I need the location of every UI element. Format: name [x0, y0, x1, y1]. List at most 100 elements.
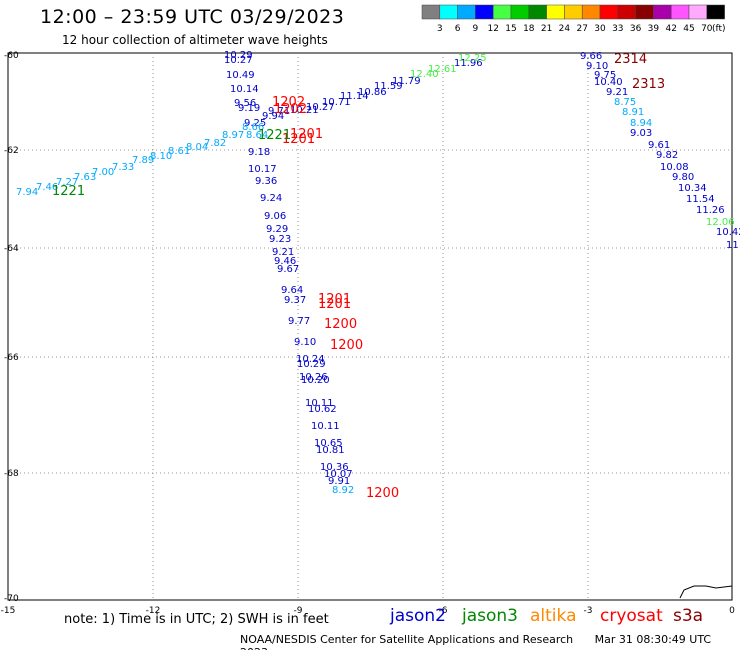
swh-value-label: 8.97	[222, 130, 244, 141]
swh-value-label: 7.27	[56, 177, 78, 188]
time-label: 1200	[330, 338, 363, 353]
footer-note: note: 1) Time is in UTC; 2) SWH is in fe…	[64, 612, 329, 627]
swh-value-label: 10.40	[594, 77, 623, 88]
swh-value-label: 10.11	[311, 421, 340, 432]
lat-tick-label: -62	[4, 146, 19, 156]
swh-value-label: 9.67	[277, 264, 299, 275]
swh-value-label: 9.56	[234, 98, 256, 109]
swh-value-label: 10.65	[314, 438, 343, 449]
swh-value-label: 7.82	[204, 138, 226, 149]
time-label: 1202	[272, 95, 305, 110]
sat-label-jason2: jason2	[390, 606, 446, 626]
swh-value-label: 10.26	[299, 372, 328, 383]
time-label: 1201	[290, 127, 323, 142]
swh-value-label: 10.71	[322, 97, 351, 108]
time-label: 1200	[324, 317, 357, 332]
swh-value-label: 8.04	[186, 142, 208, 153]
lon-tick-label: -9	[294, 606, 303, 616]
swh-value-label: 8.66	[242, 122, 264, 133]
credit-text: NOAA/NESDIS Center for Satellite Applica…	[240, 633, 574, 646]
swh-value-label: 9.21	[606, 87, 628, 98]
swh-value-label: 9.21	[272, 247, 294, 258]
swh-value-label: 11.26	[696, 205, 725, 216]
swh-value-label: 9.64	[281, 285, 303, 296]
swh-value-label: 9.03	[630, 128, 652, 139]
time-label: 1201	[318, 292, 351, 307]
swh-value-label: 9.61	[648, 140, 670, 151]
swh-value-label: 10.29	[297, 359, 326, 370]
lat-tick-label: -60	[4, 51, 19, 61]
swh-value-label: 7.89	[132, 155, 154, 166]
swh-value-label: 9.71	[268, 106, 290, 117]
legend-tick-label: 12	[487, 24, 498, 34]
time-label: 2313	[632, 77, 665, 92]
swh-value-label: 8.61	[168, 146, 190, 157]
swh-value-label: 10.21	[290, 105, 319, 116]
swh-value-label: 9.94	[262, 111, 284, 122]
legend-tick-label: 24	[559, 24, 571, 34]
swh-value-label: 9.10	[294, 337, 316, 348]
legend-tick-label: 18	[523, 24, 535, 34]
legend-tick-label: 36	[630, 24, 642, 34]
swh-value-label: 10.20	[301, 375, 330, 386]
legend-tick-label: 9	[473, 24, 479, 34]
swh-value-label: 10.14	[230, 84, 259, 95]
swh-value-label: 10.24	[296, 354, 325, 365]
swh-value-label: 11	[726, 240, 739, 251]
swh-value-label: 8.64	[246, 130, 268, 141]
swh-value-label: 9.06	[264, 211, 286, 222]
sat-label-altika: altika	[530, 606, 577, 626]
swh-value-label: 9.37	[284, 295, 306, 306]
swh-value-label: 10.62	[308, 404, 337, 415]
lon-tick-label: -6	[439, 606, 448, 616]
time-label: 1202	[274, 102, 307, 117]
swh-value-label: 9.77	[288, 316, 310, 327]
legend-tick-label: 21	[541, 24, 552, 34]
swh-value-label: 7.33	[112, 162, 134, 173]
swh-value-label: 8.10	[150, 151, 172, 162]
legend-tick-label: 70	[701, 24, 713, 34]
swh-value-label: 10.08	[660, 162, 689, 173]
lon-tick-label: -3	[584, 606, 593, 616]
page-title: 12:00 – 23:59 UTC 03/29/2023	[40, 6, 345, 28]
swh-value-label: 9.18	[248, 147, 270, 158]
legend-tick-label: 15	[505, 24, 516, 34]
page-subtitle: 12 hour collection of altimeter wave hei…	[62, 33, 328, 47]
swh-value-label: 11.96	[454, 58, 483, 69]
swh-value-label: 10.49	[226, 70, 255, 81]
swh-value-label: 9.23	[269, 234, 291, 245]
legend-tick-label: 3	[437, 24, 443, 34]
lon-tick-label: -15	[1, 606, 16, 616]
swh-value-label: 9.19	[238, 103, 260, 114]
legend-tick-label: 30	[594, 24, 606, 34]
swh-value-label: 8.91	[622, 107, 644, 118]
sat-label-s3a: s3a	[673, 606, 704, 626]
swh-value-label: 12.06	[706, 217, 735, 228]
swh-value-label: 12.25	[458, 53, 487, 64]
swh-value-label: 10.29	[224, 50, 253, 61]
footer-credit: NOAA/NESDIS Center for Satellite Applica…	[240, 633, 740, 650]
map-frame	[7, 52, 733, 601]
swh-value-label: 8.94	[630, 118, 652, 129]
swh-value-label: 10.27	[306, 102, 335, 113]
swh-value-label: 11.79	[392, 76, 421, 87]
swh-value-label: 10.42	[716, 227, 740, 238]
swh-value-label: 10.34	[678, 183, 707, 194]
swh-value-label: 11.54	[686, 194, 715, 205]
swh-value-label: 12.61	[428, 64, 457, 75]
time-label: 1201	[318, 297, 351, 312]
swh-value-label: 10.07	[324, 469, 353, 480]
swh-value-label: 10.81	[316, 445, 345, 456]
swh-value-label: 9.36	[255, 176, 277, 187]
swh-value-label: 10.11	[305, 398, 334, 409]
swh-value-label: 10.27	[224, 55, 253, 66]
swh-value-label: 7.00	[92, 167, 114, 178]
swh-value-label: 8.75	[614, 97, 636, 108]
swh-value-label: 9.46	[274, 256, 296, 267]
coastline	[679, 585, 733, 599]
legend-unit: (ft)	[712, 24, 726, 34]
legend-tick-label: 33	[612, 24, 623, 34]
swh-value-label: 8.92	[332, 485, 354, 496]
swh-value-label: 9.66	[580, 51, 602, 62]
